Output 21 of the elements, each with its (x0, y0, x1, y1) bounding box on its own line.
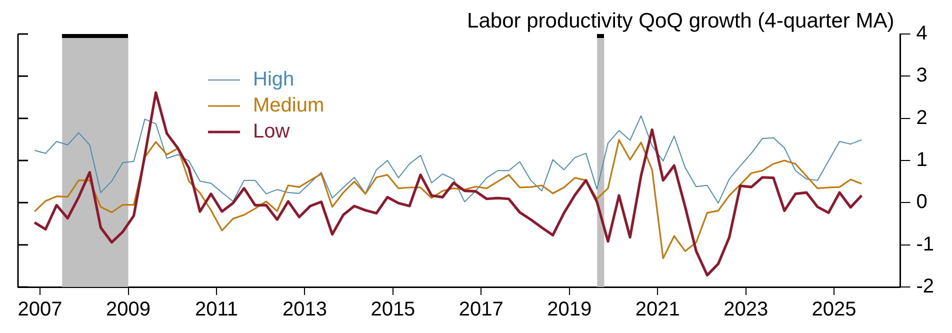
x-tick-label: 2015 (370, 298, 416, 321)
x-tick-label: 2009 (106, 298, 151, 321)
x-tick-label: 2007 (18, 298, 62, 321)
y-tick-label: 4 (916, 22, 928, 45)
y-tick-label: 2 (916, 106, 928, 129)
legend-label: Medium (253, 94, 324, 117)
x-tick-label: 2013 (282, 298, 327, 321)
y-tick-label: 0 (916, 191, 928, 214)
x-tick-label: 2021 (635, 298, 680, 321)
legend-label: Low (253, 120, 290, 143)
x-tick-label: 2017 (458, 298, 504, 321)
x-tick-label: 2023 (724, 298, 768, 321)
x-tick-label: 2025 (812, 298, 856, 321)
y-tick-label: -2 (916, 276, 934, 298)
y-tick-label: 1 (916, 149, 928, 172)
legend-label: High (253, 68, 294, 91)
x-tick-label: 2011 (194, 298, 238, 321)
chart-title: Labor productivity QoQ growth (4-quarter MA) (467, 9, 894, 32)
y-tick-label: 3 (916, 64, 928, 87)
y-tick-label: -1 (916, 233, 934, 256)
x-tick-label: 2019 (547, 298, 592, 321)
